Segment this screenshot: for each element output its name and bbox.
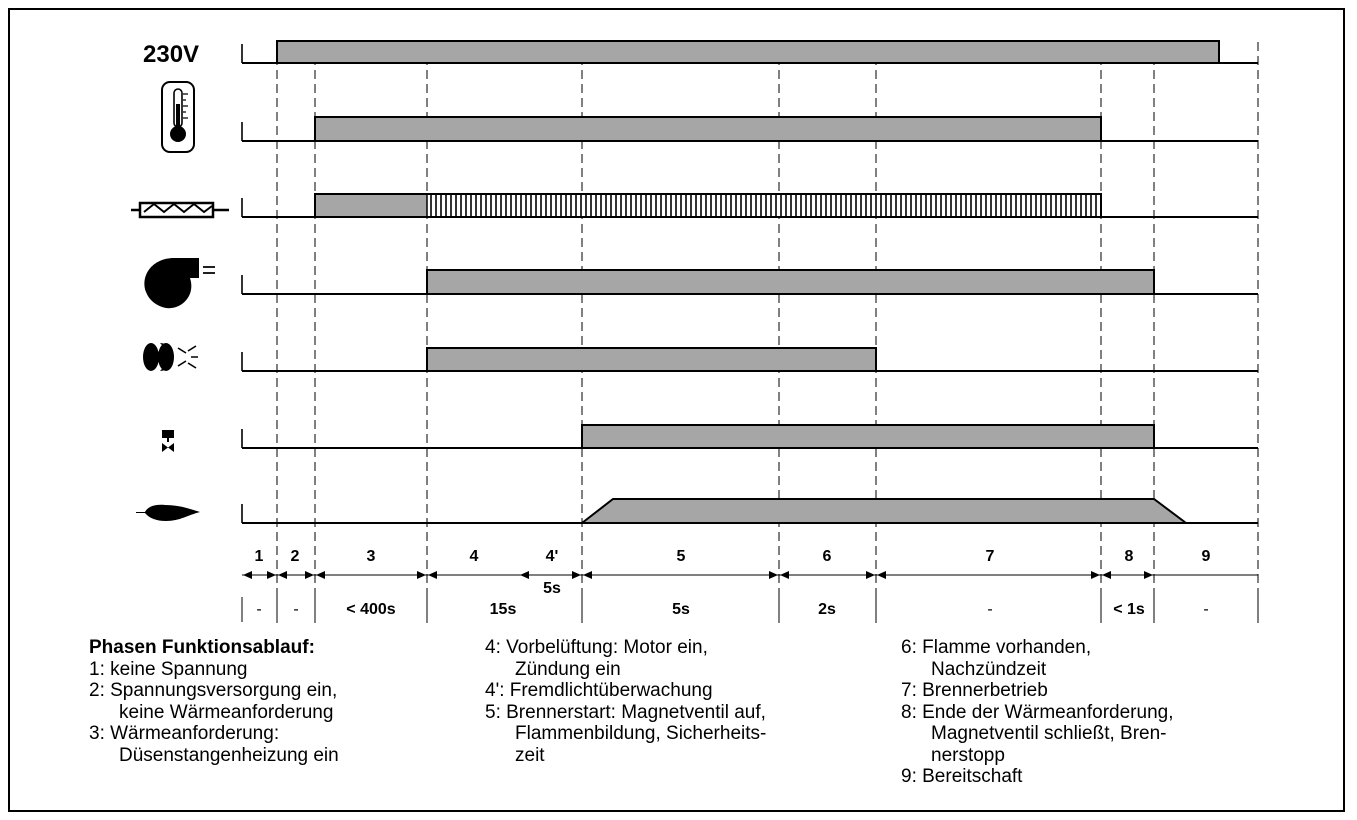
voltage-label: 230V [143, 41, 199, 68]
diagram-frame [8, 8, 1345, 812]
phase-duration: < 1s [1113, 601, 1145, 618]
phase-arrowhead [278, 571, 287, 579]
phase-arrowhead [1144, 571, 1153, 579]
flame-icon [136, 504, 200, 521]
phase-arrowhead [780, 571, 789, 579]
phase-arrowhead [267, 571, 276, 579]
ignition-electrode-icon [143, 343, 198, 371]
legend-item: Nachzündzeit [931, 658, 1047, 680]
phase-arrowhead [243, 571, 252, 579]
legend-item: 8: Ende der Wärmeanforderung, [901, 701, 1174, 723]
legend-item: 4: Vorbelüftung: Motor ein, [485, 637, 708, 658]
phase-label: 1 [255, 548, 264, 565]
phase-arrowhead [520, 571, 529, 579]
legend-column-1: Phasen Funktionsablauf: 1: keine Spannun… [89, 637, 339, 766]
legend-item: keine Wärmeanforderung [119, 701, 334, 723]
phase-duration: - [256, 601, 261, 618]
legend-item: 6: Flamme vorhanden, [901, 637, 1092, 658]
ignition-signal [426, 347, 877, 372]
heater-signal-hatched [427, 194, 1101, 217]
legend-item: 9: Bereitschaft [901, 766, 1023, 787]
phase-duration: - [293, 601, 298, 618]
phase-arrowhead [316, 571, 325, 579]
phase-duration: - [987, 601, 992, 618]
phase-arrowhead [866, 571, 875, 579]
phase-boundary-lines [276, 42, 1259, 623]
phase-label: 7 [986, 548, 995, 565]
thermometer-icon [161, 81, 195, 153]
phase-duration: 2s [818, 601, 836, 618]
legend-item: zeit [515, 744, 545, 766]
phase-duration: < 400s [346, 601, 395, 618]
phase-label: 3 [367, 548, 376, 565]
phase-label: 2 [291, 548, 300, 565]
phase-arrowhead [1091, 571, 1100, 579]
legend-item: Düsenstangenheizung ein [119, 744, 339, 766]
phase-arrowhead [572, 571, 581, 579]
phase-duration: 15s [490, 601, 517, 618]
legend-item: Zündung ein [515, 658, 621, 680]
legend-item: Flammenbildung, Sicherheits- [515, 723, 767, 744]
phase-arrowhead [877, 571, 886, 579]
heater-signal-solid [315, 194, 427, 217]
legend-column-2: 4: Vorbelüftung: Motor ein, Zündung ein … [485, 637, 766, 766]
phase-arrowhead [428, 571, 437, 579]
legend-item: nerstopp [931, 744, 1005, 766]
legend-item: 4': Fremdlichtüberwachung [485, 680, 713, 701]
legend-item: 2: Spannungsversorgung ein, [89, 680, 338, 701]
fan-motor-icon [144, 258, 215, 309]
voltage-signal [276, 40, 1220, 64]
phase-arrowhead [1102, 571, 1111, 579]
motor-signal [426, 269, 1155, 295]
phase-duration: - [1203, 601, 1208, 618]
phase-label: 5 [677, 548, 686, 565]
phase-arrowhead [583, 571, 592, 579]
phase-arrowhead [769, 571, 778, 579]
legend-item: Magnetventil schließt, Bren- [931, 723, 1167, 744]
phase-duration: 5s [672, 601, 690, 618]
phase-label: 6 [823, 548, 832, 565]
phase-label: 8 [1125, 548, 1134, 565]
heating-element-icon [131, 201, 229, 219]
thermostat-signal [314, 116, 1102, 142]
valve-signal [581, 424, 1155, 449]
legend-item: 5: Brennerstart: Magnetventil auf, [485, 701, 766, 723]
signal-bars [241, 40, 1258, 524]
phase-label: 4' [546, 548, 559, 565]
legend-column-3: 6: Flamme vorhanden, Nachzündzeit 7: Bre… [901, 637, 1174, 788]
phase-arrowhead [305, 571, 314, 579]
phase-label: 9 [1202, 548, 1211, 565]
solenoid-valve-icon [162, 430, 174, 452]
legend-title: Phasen Funktionsablauf: [89, 637, 315, 658]
legend-item: 3: Wärmeanforderung: [89, 723, 280, 744]
flame-signal [579, 498, 1189, 524]
legend-item: 1: keine Spannung [89, 658, 248, 680]
phase-sublabel: 5s [543, 580, 561, 597]
signal-icons: 230V [131, 41, 229, 521]
phase-arrowhead [417, 571, 426, 579]
heater-signal-outline [314, 193, 1102, 218]
phase-timeline: 1 - 2 - 3 < 400s 4 15s 4' 5s 5 5s 6 2s 7 - 8 < 1s 9 - [241, 548, 1259, 622]
phase-label: 4 [470, 548, 479, 565]
legend-item: 7: Brennerbetrieb [901, 680, 1048, 701]
